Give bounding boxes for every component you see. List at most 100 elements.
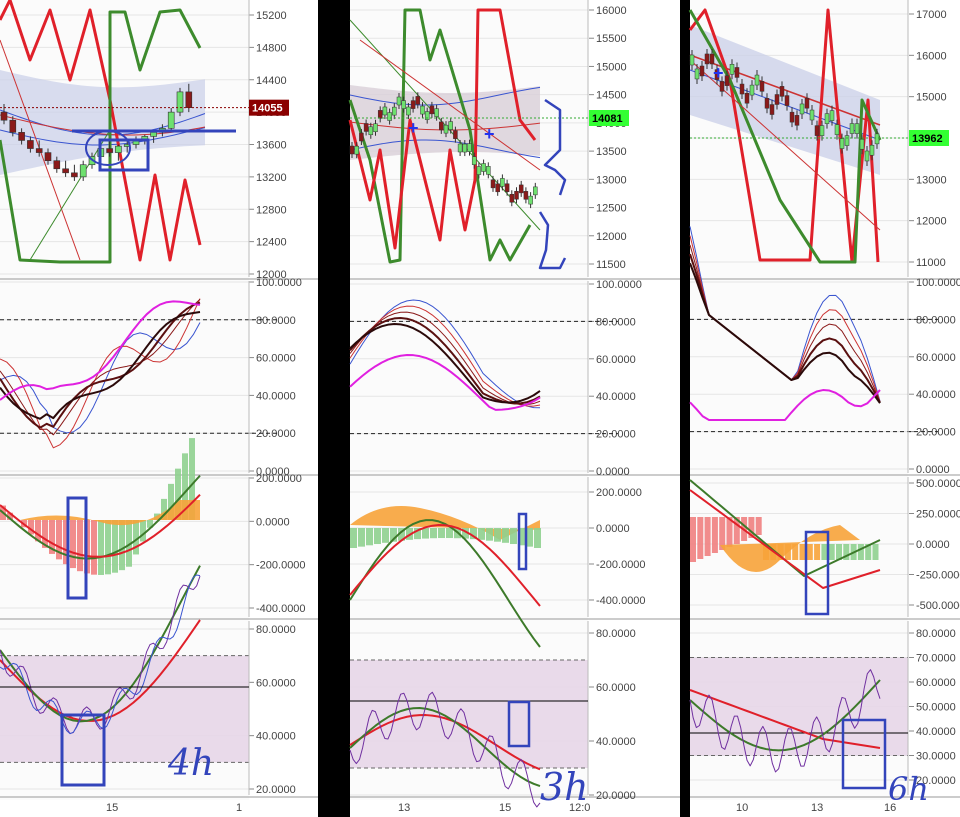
y-tick-label: 0.0000 bbox=[916, 539, 950, 551]
candle-body bbox=[486, 166, 491, 175]
macd-histogram-bar bbox=[161, 498, 167, 520]
candle-body bbox=[448, 121, 453, 130]
candle-body bbox=[359, 132, 364, 142]
candle-body bbox=[453, 130, 458, 139]
candle-body bbox=[804, 97, 810, 109]
col1-stoch-lines bbox=[0, 298, 201, 449]
y-tick-label: 0.0000 bbox=[916, 464, 950, 476]
macd-histogram-bar bbox=[799, 544, 806, 560]
y-tick-label: 40.0000 bbox=[916, 389, 956, 401]
y-tick-label: 40.0000 bbox=[256, 390, 296, 402]
y-tick-label: -400.0000 bbox=[596, 595, 646, 607]
y-tick-label: 13200 bbox=[256, 172, 287, 184]
macd-signal-green bbox=[349, 519, 541, 648]
macd-histogram-bar bbox=[49, 520, 55, 554]
rsi-ma-green bbox=[689, 679, 881, 752]
candle-body bbox=[819, 125, 825, 136]
macd-histogram-bar bbox=[119, 520, 125, 571]
macd-histogram-bar bbox=[494, 528, 501, 542]
x-tick-label: 15 bbox=[106, 802, 118, 814]
candle-body bbox=[504, 183, 510, 192]
macd-histogram-bar bbox=[814, 544, 821, 560]
candle-body bbox=[774, 94, 780, 105]
last-price-tag: 13962 bbox=[909, 130, 949, 146]
candle-body bbox=[53, 160, 61, 170]
candle-body bbox=[518, 184, 524, 194]
candle-body bbox=[401, 100, 406, 109]
col2-rsi: 3h bbox=[349, 691, 589, 809]
y-tick-label: 500.0000 bbox=[916, 478, 960, 490]
candle-body bbox=[789, 111, 795, 123]
candle-body bbox=[754, 74, 760, 86]
candle-body bbox=[424, 111, 430, 120]
candle-body bbox=[79, 164, 87, 178]
y-tick-label: 80.0000 bbox=[596, 628, 636, 640]
candle-body bbox=[779, 86, 785, 97]
y-tick-label: 20.0000 bbox=[916, 775, 956, 787]
x-tick-label: 16 bbox=[884, 802, 896, 814]
y-tick-label: 14400 bbox=[256, 75, 287, 87]
rsi-panel: 80.0000 70.0000 60.0000 50.0000 40.0000 30.00… bbox=[690, 621, 960, 798]
rsi-line bbox=[349, 691, 541, 808]
candle-body bbox=[373, 123, 378, 133]
macd-histogram-bar bbox=[697, 517, 704, 559]
stoch-line-magenta bbox=[689, 389, 881, 421]
macd-histogram-bar bbox=[98, 520, 104, 575]
candle-body bbox=[176, 91, 184, 113]
stoch-panel: 100.0000 80.0000 60.0000 40.0000 20.0000 0.00… bbox=[690, 277, 960, 476]
candle-body bbox=[106, 148, 113, 153]
candle-body bbox=[689, 54, 695, 66]
price-panel: 1600015500150001450014000135001300012500… bbox=[350, 0, 680, 280]
candle-body bbox=[410, 100, 416, 109]
candle-body bbox=[874, 133, 880, 145]
macd-histogram-bar bbox=[175, 468, 181, 520]
annotation-box bbox=[60, 713, 106, 787]
macd-histogram-bar bbox=[35, 520, 41, 542]
candle-body bbox=[509, 194, 515, 203]
thin-red bbox=[359, 39, 541, 171]
macd-histogram-bar bbox=[7, 512, 13, 520]
macd-histogram-bar bbox=[446, 528, 453, 539]
col3-rsi: 6h bbox=[689, 669, 929, 808]
y-tick-label: 20.0000 bbox=[256, 428, 296, 440]
macd-histogram-bar bbox=[821, 544, 828, 560]
y-tick-label: 40.0000 bbox=[596, 736, 636, 748]
y-tick-label: -200.0000 bbox=[596, 559, 646, 571]
candle-body bbox=[44, 152, 52, 161]
macd-histogram-bar bbox=[63, 520, 69, 565]
y-tick-label: 80.0000 bbox=[596, 316, 636, 328]
macd-histogram-bar bbox=[414, 528, 421, 540]
bollinger-band bbox=[350, 85, 540, 160]
macd-histogram-bar bbox=[478, 528, 485, 540]
macd-histogram-bar bbox=[462, 528, 469, 539]
y-tick-label: 40.0000 bbox=[596, 391, 636, 403]
y-tick-label: 250.0000 bbox=[916, 509, 960, 521]
bollinger-band bbox=[0, 70, 205, 175]
y-tick-label: 40.0000 bbox=[916, 726, 956, 738]
y-tick-label: 80.0000 bbox=[916, 314, 956, 326]
candle-body bbox=[734, 67, 740, 78]
col3-stoch-lines bbox=[689, 226, 881, 421]
col3-macd bbox=[689, 479, 881, 616]
macd-histogram-bar bbox=[112, 520, 118, 573]
candle-body bbox=[714, 69, 720, 80]
macd-line-red bbox=[349, 524, 541, 607]
candle-body bbox=[799, 103, 805, 115]
candle-body bbox=[392, 106, 397, 116]
annotation-box bbox=[517, 512, 528, 571]
candle-body bbox=[27, 140, 34, 149]
candle-body bbox=[500, 178, 505, 187]
x-tick-label: 1 bbox=[236, 802, 242, 814]
macd-histogram-bar bbox=[126, 520, 132, 567]
y-tick-label: -500.0000 bbox=[916, 600, 960, 612]
macd-histogram-bar bbox=[366, 528, 373, 546]
y-tick-label: -200.0000 bbox=[256, 560, 306, 572]
macd-histogram-bar bbox=[42, 520, 48, 548]
price-tag-bg bbox=[909, 130, 949, 146]
x-tick-label: 13 bbox=[811, 802, 823, 814]
y-tick-label: 12000 bbox=[596, 231, 627, 243]
tsi-green-line bbox=[688, 9, 882, 264]
y-tick-label: 15500 bbox=[596, 33, 627, 45]
thin-green bbox=[29, 129, 111, 261]
candle-body bbox=[462, 143, 468, 153]
